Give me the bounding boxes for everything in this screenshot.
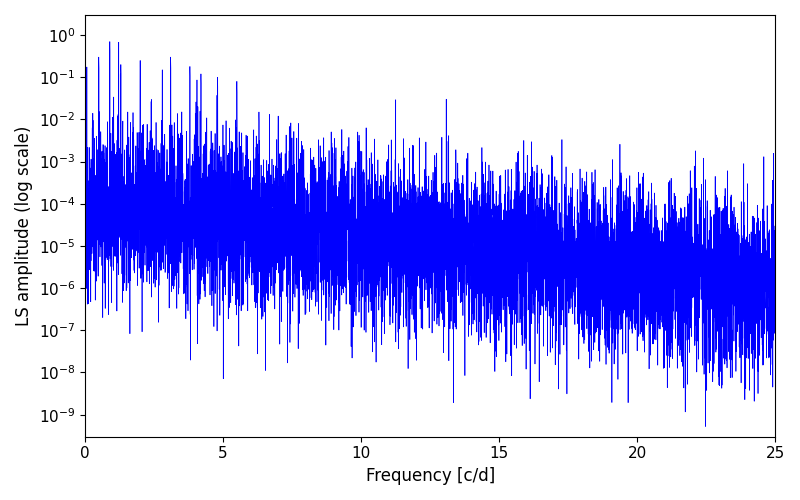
X-axis label: Frequency [c/d]: Frequency [c/d] — [366, 467, 494, 485]
Y-axis label: LS amplitude (log scale): LS amplitude (log scale) — [15, 126, 33, 326]
